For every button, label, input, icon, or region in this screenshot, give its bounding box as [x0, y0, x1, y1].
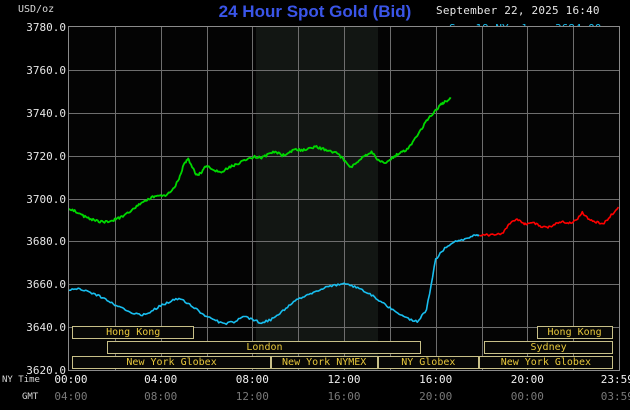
curve-sep22-last	[69, 97, 452, 224]
x-axis-tick-ny: 20:00	[510, 373, 544, 386]
y-axis-tick-label: 3740.0	[26, 106, 66, 120]
session-bar-new-york-globex: New York Globex	[72, 356, 271, 369]
gridline-horizontal	[69, 327, 619, 328]
session-bar-label: Hong Kong	[547, 327, 602, 338]
gridline-vertical	[390, 27, 391, 370]
session-bar-label: NY Globex	[401, 357, 456, 368]
y-axis-tick-label: 3640.0	[26, 321, 66, 335]
gridline-horizontal	[69, 284, 619, 285]
session-highlight-band	[256, 27, 378, 370]
gridline-vertical	[161, 27, 162, 370]
session-bar-label: London	[246, 342, 283, 353]
y-axis: 3780.0 3760.0 3740.0 3720.0 3700.0 3680.0 3660…	[0, 0, 66, 410]
gridline-horizontal	[69, 199, 619, 200]
x-axis-tick-gmt: 04:00	[54, 390, 88, 403]
session-bar-hong-kong: Hong Kong	[72, 326, 195, 339]
gridline-vertical	[298, 27, 299, 370]
plot-area	[68, 26, 620, 371]
gridline-vertical	[344, 27, 345, 370]
legend-timestamp: September 22, 2025 16:40	[436, 4, 600, 17]
session-bar-label: New York Globex	[500, 357, 591, 368]
gridline-vertical	[573, 27, 574, 370]
x-axis-tick-ny: 12:00	[327, 373, 361, 386]
gridline-vertical	[115, 27, 116, 370]
session-bar-london: London	[107, 341, 422, 354]
session-bar-label: Sydney	[530, 342, 567, 353]
curve-sep19-close	[69, 234, 480, 326]
x-axis-tick-gmt: 08:00	[144, 390, 178, 403]
session-bar-hong-kong-2: Hong Kong	[536, 326, 613, 339]
x-axis-tick-ny: 08:00	[235, 373, 269, 386]
x-axis-tick-gmt: 00:00	[510, 390, 544, 403]
x-axis-tick-ny: 23:59	[600, 373, 630, 386]
y-axis-tick-label: 3680.0	[26, 235, 66, 249]
session-bar-new-york-nymex: New York NYMEX	[270, 356, 378, 369]
session-bar-label: New York NYMEX	[282, 357, 367, 368]
gridline-vertical	[252, 27, 253, 370]
session-bar-ny-globex: NY Globex	[377, 356, 479, 369]
x-axis-tick-gmt: 03:59	[600, 390, 630, 403]
market-session-bars: Hong Kong Hong Kong London Sydney New York G…	[68, 326, 620, 372]
x-axis-tick-ny: 04:00	[144, 373, 178, 386]
gridline-horizontal	[69, 70, 619, 71]
gridline-vertical	[207, 27, 208, 370]
x-axis-tick-gmt: 16:00	[327, 390, 361, 403]
session-bar-label: New York Globex	[126, 357, 217, 368]
y-axis-tick-label: 3620.0	[26, 364, 66, 377]
price-curves	[69, 97, 619, 326]
session-bar-sydney: Sydney	[484, 341, 613, 354]
y-axis-tick-label: 3660.0	[26, 278, 66, 292]
session-bar-label: Hong Kong	[106, 327, 161, 338]
x-axis-tick-gmt: 20:00	[419, 390, 453, 403]
x-axis-tick-ny: 16:00	[419, 373, 453, 386]
y-axis-tick-label: 3780.0	[26, 21, 66, 34]
gridline-horizontal	[69, 156, 619, 157]
curve-sep21-sunday	[478, 206, 619, 237]
x-axis-row-label-ny: NY Time	[2, 375, 40, 385]
x-axis-tick-gmt: 12:00	[235, 390, 269, 403]
x-axis-ticks: 00:00 04:00 08:00 12:00 16:00 20:00 23:59 04:00…	[0, 372, 630, 410]
gridline-vertical	[527, 27, 528, 370]
y-axis-tick-label: 3760.0	[26, 63, 66, 77]
x-axis: NY Time GMT 00:00 04:00 08:00 12:00 16:00 20:…	[0, 372, 630, 410]
gridline-vertical	[436, 27, 437, 370]
gridline-horizontal	[69, 241, 619, 242]
y-axis-tick-label: 3720.0	[26, 149, 66, 163]
y-axis-tick-label: 3700.0	[26, 192, 66, 206]
y-axis-unit-label: USD/oz	[18, 4, 55, 15]
x-axis-tick-ny: 00:00	[54, 373, 88, 386]
gridline-horizontal	[69, 113, 619, 114]
session-bar-new-york-globex-2: New York Globex	[479, 356, 613, 369]
chart-title: 24 Hour Spot Gold (Bid)	[218, 2, 412, 21]
gridline-vertical	[482, 27, 483, 370]
x-axis-row-label-gmt: GMT	[22, 392, 39, 402]
